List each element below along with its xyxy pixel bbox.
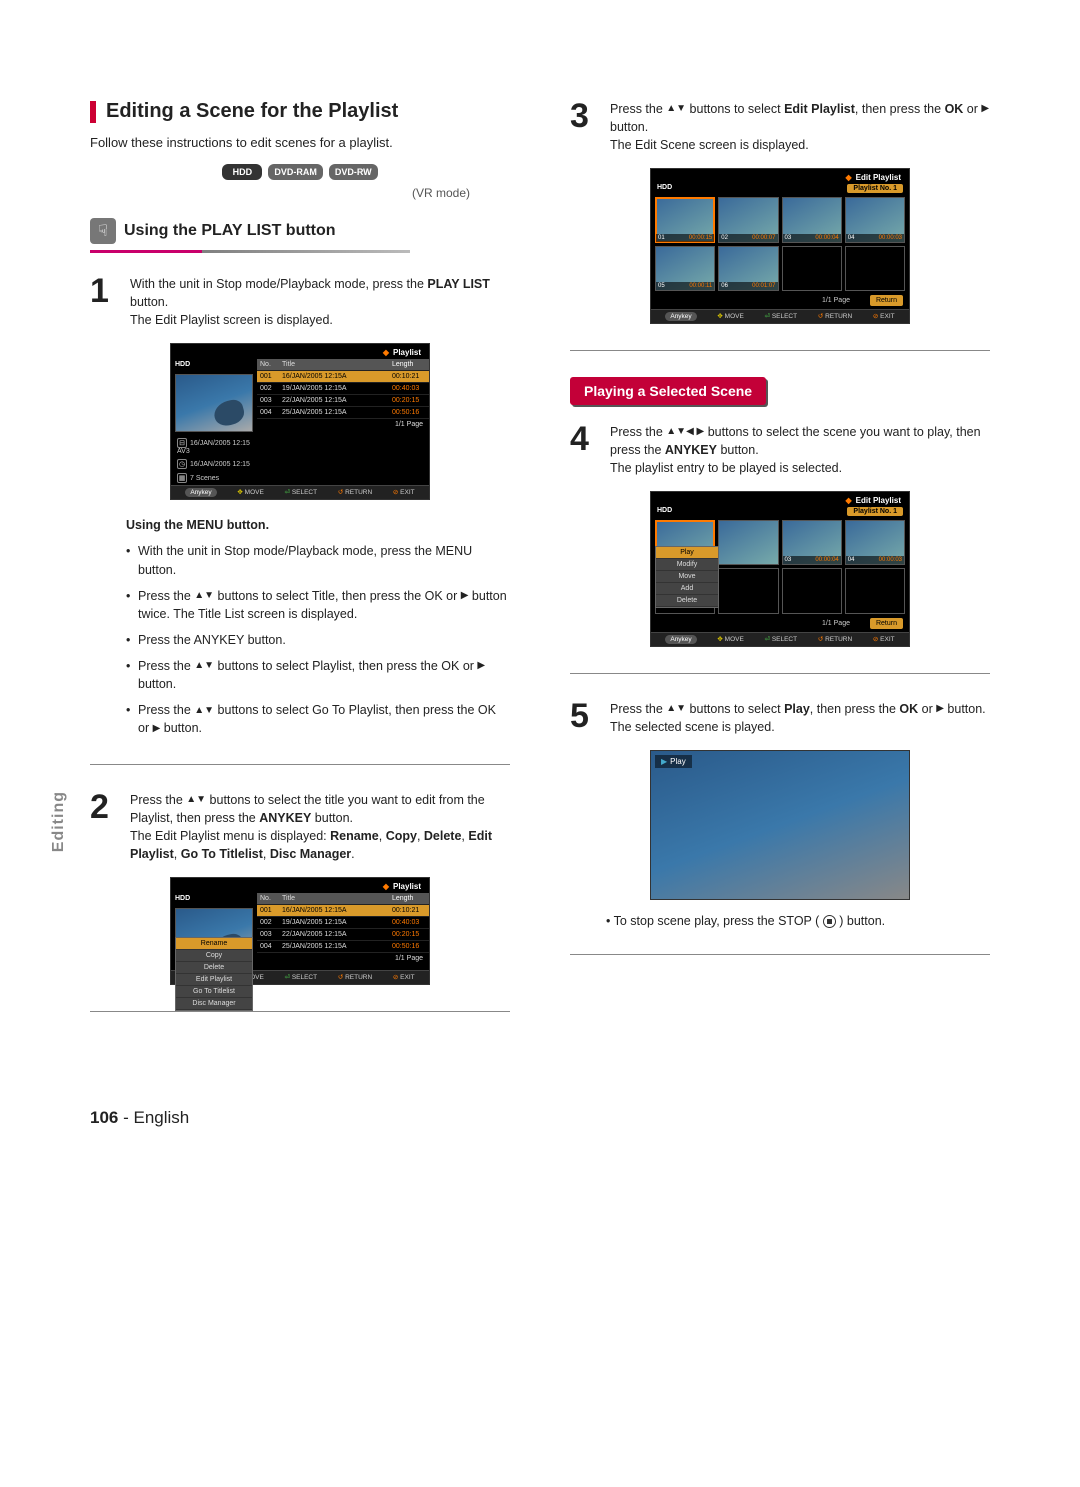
scene-thumb: 0600:01:07 (718, 246, 778, 291)
badge-hdd: HDD (222, 164, 262, 180)
scene-thumb-empty (845, 246, 905, 291)
scene-thumb: 0500:00:11 (655, 246, 715, 291)
step-5: 5 Press the ▲▼ buttons to select Play, t… (570, 700, 990, 736)
up-down-icon: ▲▼ (666, 702, 686, 717)
step-text: Press the ▲▼◀ ▶ buttons to select the sc… (610, 423, 990, 477)
section-title: Editing a Scene for the Playlist (106, 100, 398, 123)
up-down-icon: ▲▼ (194, 589, 214, 604)
scene-thumb: 0100:00:15 (655, 197, 715, 242)
play-icon: ▶ (477, 659, 485, 674)
scene-thumb: 0400:00:03 (845, 197, 905, 242)
up-down-icon: ▲▼ (666, 102, 686, 117)
menu-item: Play (656, 547, 718, 559)
preview-thumbnail (175, 374, 253, 432)
diamond-icon: ◆ (845, 173, 851, 182)
up-down-icon: ▲▼ (194, 659, 214, 674)
scene-thumb: 0400:00:03 (845, 520, 905, 565)
separator (570, 673, 990, 674)
separator (90, 764, 510, 765)
disc-badges: HDD DVD-RAM DVD-RW (90, 164, 510, 180)
table-row: 00425/JAN/2005 12:15A00:50:16 (257, 941, 429, 953)
menu-item: Edit Playlist (176, 974, 252, 986)
menu-sub-heading: Using the MENU button. (126, 518, 510, 532)
step-number: 3 (570, 100, 598, 154)
up-down-icon: ▲▼ (194, 704, 214, 719)
scene-thumb: 0200:00:07 (718, 197, 778, 242)
vr-mode-label: (VR mode) (90, 186, 510, 200)
context-menu: Play Modify Move Add Delete (655, 546, 719, 608)
menu-item: Go To Titlelist (176, 986, 252, 998)
underline-bar (90, 250, 410, 253)
side-tab: Editing (50, 791, 68, 852)
menu-item: Modify (656, 559, 718, 571)
menu-item: Copy (176, 950, 252, 962)
section-marker (90, 101, 96, 123)
step-text: With the unit in Stop mode/Playback mode… (130, 275, 510, 329)
scene-thumb: 0300:00:04 (782, 197, 842, 242)
table-row: 00116/JAN/2005 12:15A00:10:21 (257, 905, 429, 917)
subsection-title: Using the PLAY LIST button (124, 222, 336, 240)
menu-item: Delete (656, 595, 718, 607)
step-number: 1 (90, 275, 118, 329)
scene-thumb: 0300:00:04 (782, 520, 842, 565)
table-row: 00322/JAN/2005 12:15A00:20:15 (257, 395, 429, 407)
step-text: Press the ▲▼ buttons to select the title… (130, 791, 510, 864)
hand-icon: ☟ (90, 218, 116, 244)
step-4: 4 Press the ▲▼◀ ▶ buttons to select the … (570, 423, 990, 477)
scene-thumb (718, 520, 778, 565)
tip-text: To stop scene play, press the STOP ( ) b… (606, 914, 990, 928)
separator (570, 954, 990, 955)
menu-item: Move (656, 571, 718, 583)
menu-bullets: With the unit in Stop mode/Playback mode… (126, 542, 510, 737)
menu-item: Rename (176, 938, 252, 950)
menu-item: Add (656, 583, 718, 595)
separator (90, 1011, 510, 1012)
step-number: 5 (570, 700, 598, 736)
table-row: 00425/JAN/2005 12:15A00:50:16 (257, 407, 429, 419)
table-row: 00219/JAN/2005 12:15A00:40:03 (257, 383, 429, 395)
play-icon: ▶ (936, 702, 944, 717)
step-number: 4 (570, 423, 598, 477)
context-menu: Rename Copy Delete Edit Playlist Go To T… (175, 937, 253, 1011)
step-text: Press the ▲▼ buttons to select Edit Play… (610, 100, 990, 154)
nav-arrows-icon: ▲▼◀ ▶ (666, 425, 704, 440)
osd-play-screen: ▶Play (650, 750, 910, 900)
osd-playlist-menu-screen: ◆Playlist HDD Rename Copy Delete Edit Pl… (170, 877, 430, 985)
diamond-icon: ◆ (845, 496, 851, 505)
diamond-icon: ◆ (383, 882, 389, 891)
table-row: 00116/JAN/2005 12:15A00:10:21 (257, 371, 429, 383)
badge-dvdrw: DVD-RW (329, 164, 378, 180)
step-1: 1 With the unit in Stop mode/Playback mo… (90, 275, 510, 329)
table-row: 00219/JAN/2005 12:15A00:40:03 (257, 917, 429, 929)
subsection-pill: Playing a Selected Scene (570, 377, 766, 405)
osd-edit-playlist-menu: ◆Edit Playlist HDDPlaylist No. 1 0300:00… (650, 491, 910, 646)
play-icon: ▶ (661, 757, 667, 766)
page-footer: 106 - English (90, 1108, 990, 1128)
osd-playlist-screen: ◆Playlist HDD ⊟16/JAN/2005 12:15 AV3 ◷16… (170, 343, 430, 500)
step-3: 3 Press the ▲▼ buttons to select Edit Pl… (570, 100, 990, 154)
play-icon: ▶ (981, 102, 989, 117)
badge-dvdram: DVD-RAM (268, 164, 323, 180)
menu-item: Delete (176, 962, 252, 974)
osd-edit-playlist-grid: ◆Edit Playlist HDDPlaylist No. 1 0100:00… (650, 168, 910, 323)
step-number: 2 (90, 791, 118, 864)
intro-text: Follow these instructions to edit scenes… (90, 135, 510, 150)
menu-item: Disc Manager (176, 998, 252, 1010)
diamond-icon: ◆ (383, 348, 389, 357)
table-row: 00322/JAN/2005 12:15A00:20:15 (257, 929, 429, 941)
scene-thumb-empty (782, 246, 842, 291)
separator (570, 350, 990, 351)
step-text: Press the ▲▼ buttons to select Play, the… (610, 700, 986, 736)
up-down-icon: ▲▼ (186, 793, 206, 808)
step-2: 2 Press the ▲▼ buttons to select the tit… (90, 791, 510, 864)
stop-icon (823, 915, 836, 928)
